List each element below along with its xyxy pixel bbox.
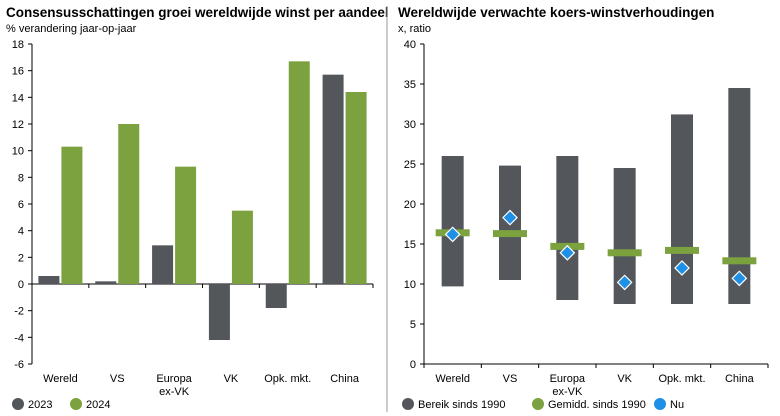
legend-marker-2024 — [70, 398, 82, 410]
left-y-tick-label: 16 — [12, 66, 24, 78]
bar-2023 — [38, 276, 60, 284]
left-category-label: VK — [224, 373, 239, 385]
left-category-label: China — [330, 373, 360, 385]
left-category-label: VS — [110, 373, 125, 385]
right-category-label: VS — [503, 373, 518, 385]
legend-marker-2 — [654, 398, 666, 410]
average-marker — [665, 246, 699, 254]
left-y-tick-label: 12 — [12, 119, 24, 131]
right-chart-ylabel: x, ratio — [398, 23, 431, 35]
left-y-tick-label: 10 — [12, 146, 24, 158]
range-bar — [671, 114, 693, 305]
current-marker — [444, 226, 461, 243]
current-marker — [559, 244, 576, 261]
bar-2024 — [118, 124, 140, 284]
right-category-label: Europa ex-VK — [550, 373, 586, 398]
left-y-tick-label: -6 — [14, 359, 24, 371]
pe-ratio-chart: Wereldwijde verwachte koers-winstverhoud… — [398, 5, 769, 411]
average-marker — [493, 230, 527, 238]
left-y-tick-label: 6 — [18, 199, 24, 211]
bar-2023 — [152, 245, 174, 284]
right-chart-title: Wereldwijde verwachte koers-winstverhoud… — [398, 5, 714, 20]
right-y-tick-label: 10 — [404, 279, 416, 291]
range-bar — [728, 88, 751, 304]
left-y-tick-label: 14 — [12, 92, 24, 104]
left-y-tick-label: -4 — [14, 332, 24, 344]
left-category-label: Wereld — [43, 373, 78, 385]
bar-2023 — [95, 281, 117, 284]
right-y-tick-label: 25 — [404, 159, 416, 171]
bar-2024 — [175, 166, 197, 284]
left-y-tick-label: 18 — [12, 39, 24, 51]
left-y-tick-label: 2 — [18, 252, 24, 264]
average-marker — [722, 257, 757, 265]
range-bar — [613, 168, 636, 304]
range-bar — [556, 156, 579, 300]
left-y-tick-label: 4 — [18, 226, 24, 238]
right-category-label: Wereld — [435, 373, 470, 385]
legend-marker-0 — [402, 398, 414, 410]
bar-2023 — [208, 284, 230, 340]
eps-growth-chart: Consensusschattingen groei wereldwijde w… — [6, 5, 389, 411]
left-y-tick-label: 0 — [18, 279, 24, 291]
bar-2023 — [322, 74, 344, 285]
left-y-tick-label: -2 — [14, 306, 24, 318]
right-y-tick-label: 30 — [404, 119, 416, 131]
legend-marker-2023 — [12, 398, 24, 410]
left-y-tick-label: 8 — [18, 172, 24, 184]
bar-2024 — [288, 61, 310, 285]
right-y-tick-label: 35 — [404, 79, 416, 91]
right-y-tick-label: 20 — [404, 199, 416, 211]
right-y-tick-label: 0 — [410, 359, 416, 371]
right-y-tick-label: 40 — [404, 39, 416, 51]
right-y-tick-label: 15 — [404, 239, 416, 251]
bar-2024 — [231, 210, 253, 284]
right-category-label: China — [725, 373, 755, 385]
right-category-label: Opk. mkt. — [658, 373, 705, 385]
legend-label-2023: 2023 — [28, 399, 52, 411]
left-chart-title: Consensusschattingen groei wereldwijde w… — [6, 5, 389, 20]
current-marker — [731, 270, 748, 287]
bar-2024 — [345, 92, 367, 284]
left-category-label: Europa ex-VK — [156, 373, 192, 398]
bar-2023 — [265, 284, 287, 308]
right-y-tick-label: 5 — [410, 319, 416, 331]
legend-marker-1 — [532, 398, 544, 410]
left-category-label: Opk. mkt. — [264, 373, 311, 385]
range-bar — [441, 156, 464, 287]
legend-label-2: Nu — [670, 399, 684, 411]
right-category-label: VK — [617, 373, 632, 385]
bar-2024 — [61, 146, 83, 284]
left-chart-ylabel: % verandering jaar-op-jaar — [6, 23, 137, 35]
current-marker — [616, 274, 633, 291]
current-marker — [502, 209, 518, 226]
current-marker — [674, 260, 690, 276]
legend-label-2024: 2024 — [86, 399, 110, 411]
legend-label-0: Bereik sinds 1990 — [418, 399, 505, 411]
legend-label-1: Gemidd. sinds 1990 — [548, 399, 646, 411]
average-marker — [607, 249, 642, 257]
